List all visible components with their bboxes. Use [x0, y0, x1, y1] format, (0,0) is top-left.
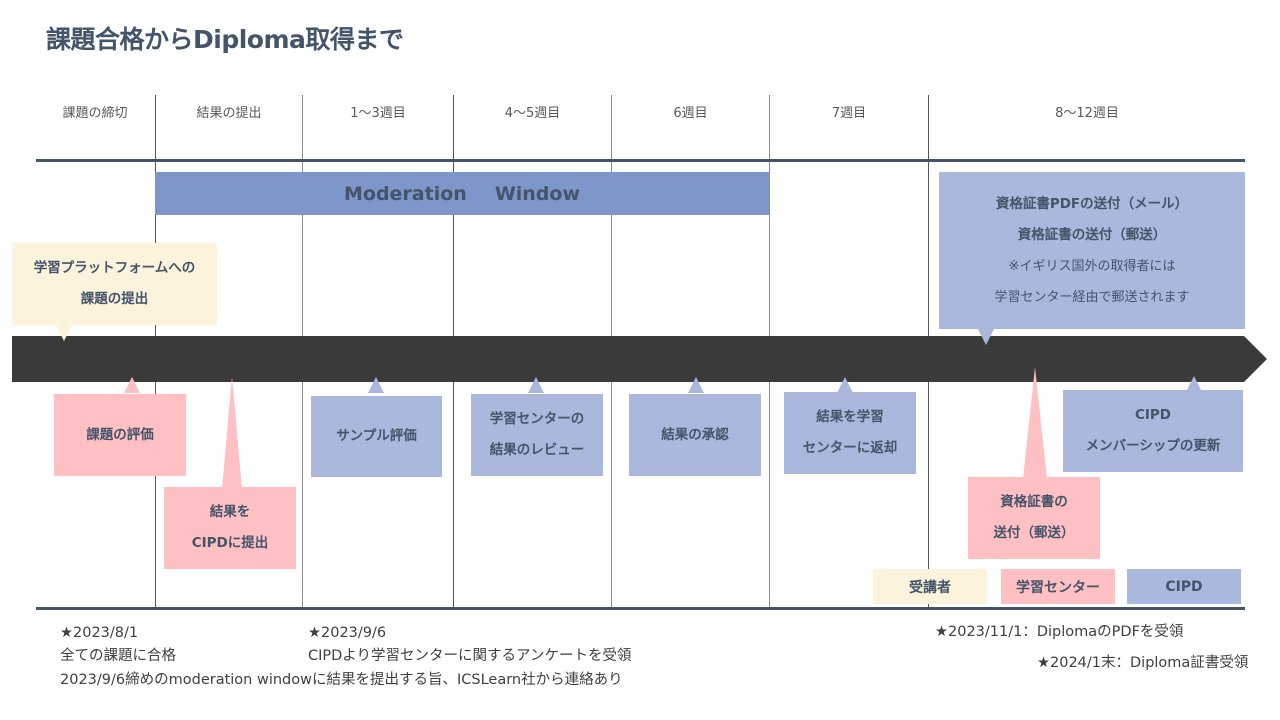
note-date-2023-8-1: ★2023/8/1 [60, 625, 139, 641]
column-header-week6: 6週目 [673, 106, 708, 121]
header-rule [36, 159, 1245, 162]
callout-spike-icon [222, 377, 242, 489]
callout-text: 結果を [209, 504, 251, 520]
callout-pointer-icon [688, 377, 704, 393]
callout-sample-assessment: サンプル評価 [311, 396, 442, 477]
callout-learner-submit: 学習プラットフォームへの 課題の提出 [12, 243, 217, 325]
callout-certificate-post: 資格証書の 送付（郵送） [968, 477, 1100, 559]
callout-text: 学習センターの [489, 411, 585, 427]
note-text-passed: 全ての課題に合格 [60, 648, 176, 664]
callout-pointer-icon [978, 329, 994, 345]
legend-cipd: CIPD [1127, 569, 1241, 604]
callout-pointer-icon [528, 377, 544, 393]
moderation-label-1: Moderation [343, 182, 467, 205]
callout-pointer-icon [368, 377, 384, 393]
callout-note: 学習センター経由で郵送されます [994, 289, 1190, 305]
callout-note: ※イギリス国外の取得者には [1008, 258, 1176, 274]
callout-return: 結果を学習 センターに返却 [784, 392, 916, 474]
timeline-arrow-icon [12, 336, 1267, 382]
legend-learning-center: 学習センター [1001, 569, 1115, 604]
column-header-submit: 結果の提出 [196, 106, 262, 121]
page-title: 課題合格からDiploma取得まで [46, 25, 404, 54]
callout-spike-icon [1023, 367, 1047, 479]
callout-certificate-send: 資格証書PDFの送付（メール） 資格証書の送付（郵送） ※イギリス国外の取得者に… [939, 172, 1245, 329]
callout-text: 結果のレビュー [489, 442, 585, 458]
callout-text: 結果の承認 [661, 426, 729, 443]
callout-submit-cipd: 結果を CIPDに提出 [164, 487, 296, 569]
note-certificate-received: ★2024/1末：Diploma証書受領 [1037, 655, 1249, 671]
callout-text: 送付（郵送） [993, 525, 1075, 541]
legend-learner: 受講者 [873, 569, 987, 604]
callout-pointer-icon [837, 377, 853, 393]
note-pdf-received: ★2023/11/1：DiplomaのPDFを受領 [935, 624, 1184, 640]
callout-text: 課題の評価 [86, 426, 154, 443]
column-header-week4-5: 4〜5週目 [504, 106, 561, 121]
callout-text: 資格証書PDFの送付（メール） [995, 195, 1189, 212]
callout-membership-renewal: CIPD メンバーシップの更新 [1063, 390, 1243, 472]
callout-text: 結果を学習 [816, 409, 884, 425]
callout-pointer-icon [56, 325, 72, 341]
callout-pointer-icon [124, 377, 140, 393]
column-header-deadline: 課題の締切 [62, 106, 128, 121]
callout-text: CIPDに提出 [191, 535, 269, 551]
callout-text: 資格証書の送付（郵送） [1017, 226, 1167, 243]
column-header-week7: 7週目 [831, 106, 867, 121]
callout-text: 学習プラットフォームへの [33, 260, 196, 276]
note-text-moderation: 2023/9/6締めのmoderation windowに結果を提出する旨、IC… [60, 672, 623, 688]
column-header-week1-3: 1〜3週目 [350, 106, 406, 121]
callout-text: センターに返却 [802, 440, 898, 456]
footer-rule [36, 607, 1245, 610]
callout-pointer-icon [1186, 376, 1202, 392]
callout-assessment: 課題の評価 [54, 394, 186, 476]
moderation-window-bar: Moderation Window [155, 172, 769, 215]
callout-text: CIPD [1134, 407, 1172, 423]
callout-text: サンプル評価 [336, 428, 417, 444]
callout-center-review: 学習センターの 結果のレビュー [471, 394, 603, 476]
note-text-survey: CIPDより学習センターに関するアンケートを受領 [308, 648, 632, 664]
callout-text: 資格証書の [1000, 494, 1068, 510]
column-header-week8-12: 8〜12週目 [1055, 106, 1119, 121]
callout-text: メンバーシップの更新 [1085, 438, 1221, 454]
callout-text: 課題の提出 [80, 291, 149, 307]
moderation-label-2: Window [494, 182, 581, 205]
callout-approve: 結果の承認 [629, 394, 761, 476]
note-date-2023-9-6: ★2023/9/6 [308, 625, 387, 641]
